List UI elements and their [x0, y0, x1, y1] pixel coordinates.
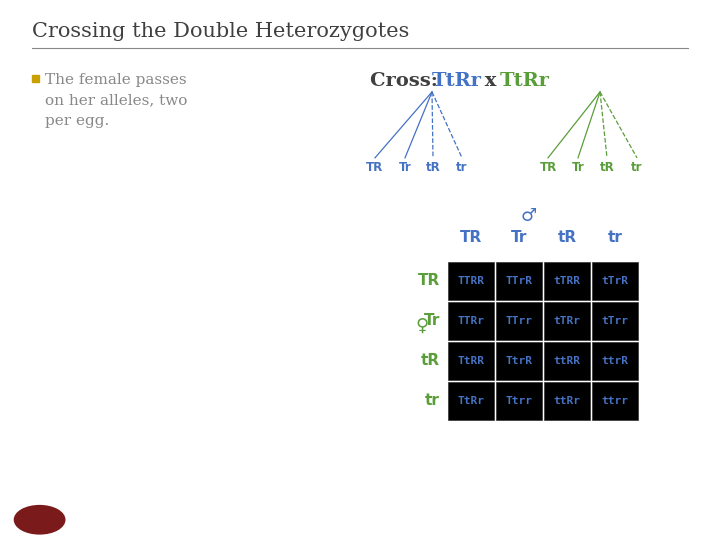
Text: Ttrr: Ttrr — [505, 396, 533, 406]
Bar — [592, 382, 638, 420]
Text: tr: tr — [608, 230, 622, 245]
Text: Cross:: Cross: — [370, 72, 445, 90]
Text: TTrr: TTrr — [505, 316, 533, 326]
Bar — [592, 342, 638, 380]
Text: tr: tr — [631, 161, 643, 174]
Text: TtRR: TtRR — [457, 356, 485, 366]
Text: ♂: ♂ — [521, 207, 537, 225]
Text: ttrR: ttrR — [601, 356, 629, 366]
Bar — [448, 302, 494, 340]
Text: TR: TR — [539, 161, 557, 174]
Text: TR: TR — [366, 161, 384, 174]
Bar — [592, 302, 638, 340]
Bar — [496, 382, 542, 420]
Bar — [544, 342, 590, 380]
Text: TtrR: TtrR — [505, 356, 533, 366]
Text: TtRr: TtRr — [432, 72, 482, 90]
Text: tR: tR — [600, 161, 614, 174]
Text: TR: TR — [460, 230, 482, 245]
Text: x: x — [478, 72, 503, 90]
Text: TR: TR — [418, 273, 440, 288]
Text: The female passes
on her alleles, two
per egg.: The female passes on her alleles, two pe… — [45, 73, 187, 128]
Text: ttRR: ttRR — [554, 356, 580, 366]
Text: TTRr: TTRr — [457, 316, 485, 326]
Bar — [448, 262, 494, 300]
Text: ttRr: ttRr — [554, 396, 580, 406]
Bar — [448, 342, 494, 380]
Text: TTRR: TTRR — [457, 276, 485, 286]
Text: tTRR: tTRR — [554, 276, 580, 286]
Text: TTrR: TTrR — [505, 276, 533, 286]
Bar — [496, 342, 542, 380]
Bar — [592, 262, 638, 300]
Text: TtRr: TtRr — [500, 72, 550, 90]
Bar — [544, 262, 590, 300]
Text: tTrr: tTrr — [601, 316, 629, 326]
Text: ♀: ♀ — [415, 316, 428, 335]
Bar — [496, 302, 542, 340]
Bar — [496, 262, 542, 300]
Text: BioEd Online: BioEd Online — [76, 511, 197, 529]
Text: tR: tR — [421, 353, 440, 368]
Text: tTrR: tTrR — [601, 276, 629, 286]
Text: tR: tR — [557, 230, 577, 245]
Text: Tr: Tr — [510, 230, 527, 245]
Text: ttrr: ttrr — [601, 396, 629, 406]
Bar — [448, 382, 494, 420]
Bar — [544, 382, 590, 420]
Text: Tr: Tr — [399, 161, 411, 174]
Bar — [32, 75, 39, 82]
Text: tr: tr — [425, 393, 440, 408]
Text: Tr: Tr — [572, 161, 585, 174]
Ellipse shape — [14, 505, 65, 534]
Text: tTRr: tTRr — [554, 316, 580, 326]
Text: tR: tR — [426, 161, 441, 174]
Text: tr: tr — [456, 161, 468, 174]
Text: TtRr: TtRr — [457, 396, 485, 406]
Text: Tr: Tr — [423, 313, 440, 328]
Bar — [544, 302, 590, 340]
Text: Crossing the Double Heterozygotes: Crossing the Double Heterozygotes — [32, 22, 410, 41]
